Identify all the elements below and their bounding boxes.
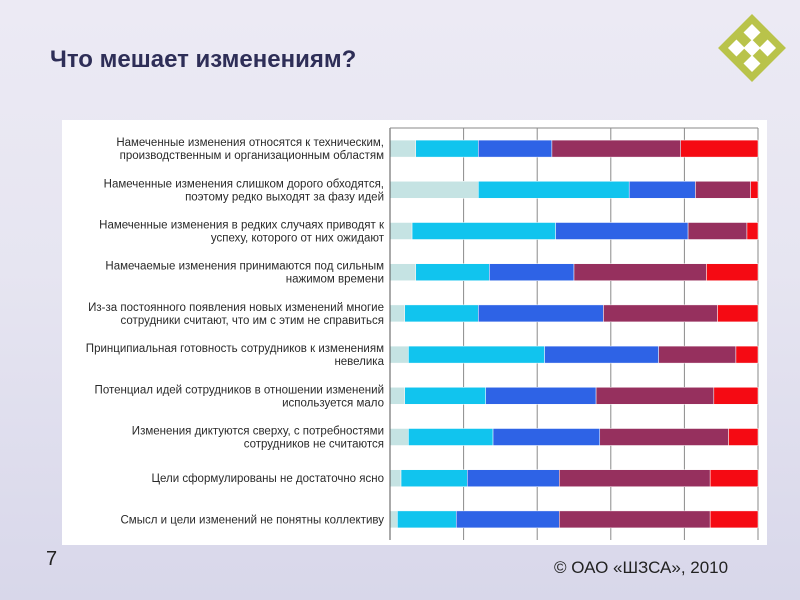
bar-segment <box>687 222 748 240</box>
category-label: Принципиальная готовность сотрудников к … <box>86 343 385 368</box>
bar-segment <box>713 387 759 405</box>
category-label: Намеченные изменения относятся к техниче… <box>116 137 384 162</box>
bar-segment <box>489 263 575 281</box>
bar-segment <box>595 387 715 405</box>
bar-segment <box>389 263 417 281</box>
bar-segment <box>408 428 494 446</box>
bar-segment <box>389 387 405 405</box>
category-label-line: нажимом времени <box>286 274 384 286</box>
bar-segment <box>551 139 681 158</box>
bar-segment <box>389 304 405 323</box>
bar-segment <box>746 222 759 240</box>
bar-segment <box>706 263 759 281</box>
category-label-line: Намеченные изменения слишком дорого обхо… <box>104 178 384 190</box>
category-label-line: производственным и организационным облас… <box>120 150 384 162</box>
bar-segment <box>467 469 560 487</box>
bar-segment <box>478 304 604 323</box>
bar-segment <box>389 222 413 240</box>
category-label: Намечаемые изменения принимаются под сил… <box>105 261 384 286</box>
category-label-line: Намеченные изменения в редких случаях пр… <box>99 220 385 232</box>
category-label-line: Намеченные изменения относятся к техниче… <box>116 137 384 149</box>
bar-segment <box>717 304 759 323</box>
bar-segment <box>415 139 479 158</box>
bar-segment <box>389 469 402 487</box>
bar-segment <box>735 345 759 364</box>
bar-segment <box>559 469 711 487</box>
bar-segment <box>478 181 630 199</box>
bar-segment <box>408 345 545 364</box>
bar-segment <box>478 139 553 158</box>
bar-segment <box>455 510 560 529</box>
bar-segment <box>485 387 597 405</box>
page-number: 7 <box>46 548 58 570</box>
category-label-line: поэтому редко выходят за фазу идей <box>185 191 384 203</box>
bar-segment <box>389 181 479 199</box>
bar-segment <box>628 181 696 199</box>
bar-segment <box>404 304 479 323</box>
category-label-line: сотрудников не считаются <box>244 439 384 451</box>
category-label-line: Цели сформулированы не достаточно ясно <box>151 473 384 485</box>
bar-segment <box>397 510 457 529</box>
bar-segment <box>389 428 409 446</box>
stacked-bar-chart: Намеченные изменения относятся к техниче… <box>86 127 759 540</box>
category-label: Смысл и цели изменений не понятны коллек… <box>121 514 385 526</box>
category-label-line: используется мало <box>282 397 384 409</box>
category-label: Потенциал идей сотрудников в отношении и… <box>95 384 384 409</box>
bar-segment <box>573 263 707 281</box>
bar-segment <box>415 263 490 281</box>
bar-segment <box>695 181 751 199</box>
category-label: Из-за постоянного появления новых измене… <box>88 302 384 327</box>
category-label-line: Смысл и цели изменений не понятны коллек… <box>121 514 385 526</box>
bar-segment <box>680 139 759 158</box>
bar-segment <box>728 428 759 446</box>
diamond-grid-logo-icon <box>718 14 786 82</box>
category-label-line: сотрудники считают, что им с этим не спр… <box>121 315 384 327</box>
bar-segment <box>603 304 718 323</box>
copyright: © ОАО «ШЗСА», 2010 <box>554 558 729 577</box>
bar-segment <box>559 510 711 529</box>
category-label-line: Намечаемые изменения принимаются под сил… <box>105 261 384 273</box>
category-label-line: Изменения диктуются сверху, с потребност… <box>132 426 384 438</box>
category-label-line: невелика <box>334 356 384 368</box>
bar-segment <box>389 510 398 529</box>
category-label: Изменения диктуются сверху, с потребност… <box>132 426 384 451</box>
category-label: Намеченные изменения слишком дорого обхо… <box>104 178 384 203</box>
bar-segment <box>555 222 689 240</box>
bar-segment <box>389 345 409 364</box>
bar-segment <box>544 345 659 364</box>
bar-segment <box>400 469 468 487</box>
category-label: Намеченные изменения в редких случаях пр… <box>99 220 385 245</box>
bar-segment <box>404 387 486 405</box>
bar-segment <box>492 428 601 446</box>
bar-segment <box>658 345 737 364</box>
chart-panel: Намеченные изменения относятся к техниче… <box>62 120 767 545</box>
bar-segment <box>599 428 729 446</box>
category-label-line: успеху, которого от них ожидают <box>211 233 385 245</box>
bar-segment <box>750 181 759 199</box>
category-label-line: Из-за постоянного появления новых измене… <box>88 302 384 314</box>
category-label-line: Потенциал идей сотрудников в отношении и… <box>95 384 384 396</box>
category-label: Цели сформулированы не достаточно ясно <box>151 473 384 485</box>
category-label-line: Принципиальная готовность сотрудников к … <box>86 343 384 355</box>
bar-segment <box>709 469 759 487</box>
bar-segment <box>709 510 759 529</box>
slide-title: Что мешает изменениям? <box>50 46 357 73</box>
bar-segment <box>389 139 417 158</box>
bar-segment <box>411 222 556 240</box>
